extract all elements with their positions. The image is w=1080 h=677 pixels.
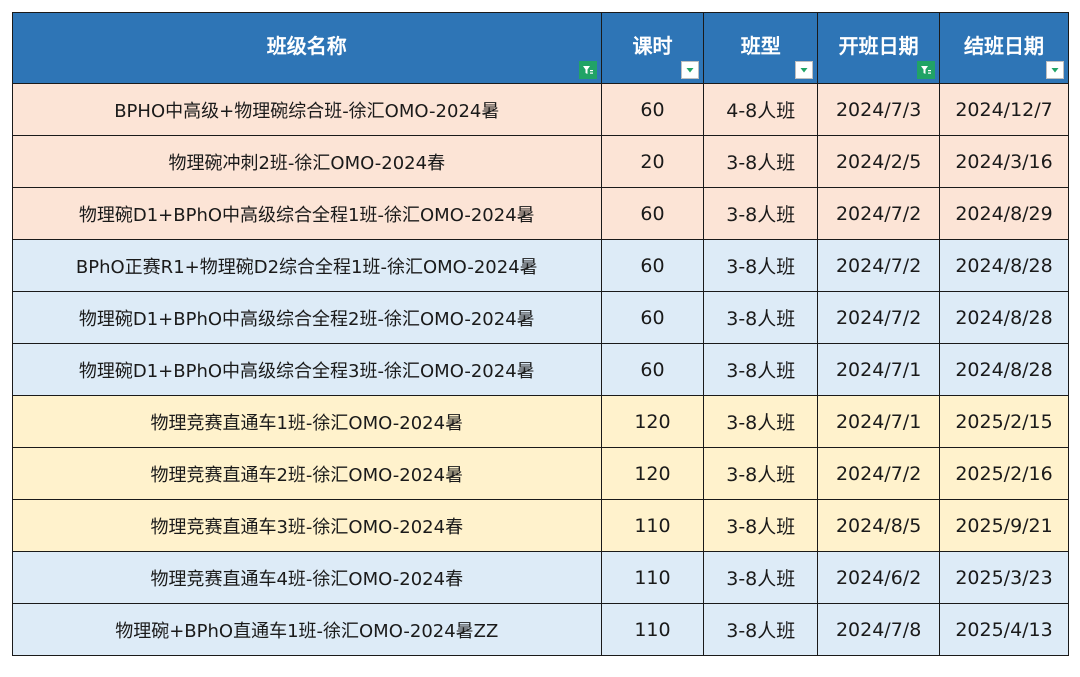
end-date-cell[interactable]: 2024/8/29 — [939, 187, 1069, 240]
class-type-cell[interactable]: 3-8人班 — [703, 603, 819, 656]
table-row: BPHO中高级+物理碗综合班-徐汇OMO-2024暑 60 4-8人班 2024/7/… — [12, 83, 1069, 136]
class-type-cell[interactable]: 3-8人班 — [703, 447, 819, 500]
class-type-cell[interactable]: 4-8人班 — [703, 83, 819, 136]
start-date-cell[interactable]: 2024/2/5 — [817, 135, 941, 188]
class-type-cell[interactable]: 3-8人班 — [703, 291, 819, 344]
table-row: 物理竞赛直通车1班-徐汇OMO-2024暑 120 3-8人班 2024/7/1 202… — [12, 395, 1069, 448]
end-date-cell[interactable]: 2024/8/28 — [939, 343, 1069, 396]
class-schedule-table: 班级名称 课时 班型 开班日期 结班日期 BPHO中高级+物理碗综合班-徐汇OM… — [12, 12, 1069, 656]
end-date-cell[interactable]: 2025/2/15 — [939, 395, 1069, 448]
table-row: 物理碗冲刺2班-徐汇OMO-2024春 20 3-8人班 2024/2/5 2024/3… — [12, 135, 1069, 188]
table-row: 物理竞赛直通车2班-徐汇OMO-2024暑 120 3-8人班 2024/7/2 202… — [12, 447, 1069, 500]
start-date-cell[interactable]: 2024/7/3 — [817, 83, 941, 136]
hours-cell[interactable]: 60 — [600, 187, 705, 240]
hours-cell[interactable]: 20 — [600, 135, 705, 188]
table-row: 物理碗D1+BPhO中高级综合全程2班-徐汇OMO-2024暑 60 3-8人班 20… — [12, 291, 1069, 344]
end-date-cell[interactable]: 2024/8/28 — [939, 291, 1069, 344]
table-row: 物理碗D1+BPhO中高级综合全程3班-徐汇OMO-2024暑 60 3-8人班 20… — [12, 343, 1069, 396]
column-header-label: 班级名称 — [266, 33, 347, 58]
hours-cell[interactable]: 110 — [600, 551, 705, 604]
header-row: 班级名称 课时 班型 开班日期 结班日期 — [12, 12, 1069, 84]
start-date-cell[interactable]: 2024/7/2 — [817, 291, 941, 344]
table-row: 物理竞赛直通车3班-徐汇OMO-2024春 110 3-8人班 2024/8/5 202… — [12, 499, 1069, 552]
class-name-cell[interactable]: 物理竞赛直通车2班-徐汇OMO-2024暑 — [12, 447, 602, 500]
end-date-cell[interactable]: 2024/3/16 — [939, 135, 1069, 188]
column-header-label: 课时 — [632, 33, 673, 58]
start-date-cell[interactable]: 2024/7/2 — [817, 239, 941, 292]
hours-cell[interactable]: 60 — [600, 239, 705, 292]
class-type-cell[interactable]: 3-8人班 — [703, 499, 819, 552]
filter-dropdown-icon[interactable] — [681, 61, 700, 79]
class-type-cell[interactable]: 3-8人班 — [703, 343, 819, 396]
class-type-cell[interactable]: 3-8人班 — [703, 187, 819, 240]
hours-cell[interactable]: 110 — [600, 499, 705, 552]
class-name-cell[interactable]: BPHO中高级+物理碗综合班-徐汇OMO-2024暑 — [12, 83, 602, 136]
end-date-cell[interactable]: 2025/2/16 — [939, 447, 1069, 500]
end-date-cell[interactable]: 2025/4/13 — [939, 603, 1069, 656]
start-date-cell[interactable]: 2024/7/2 — [817, 447, 941, 500]
column-header-hours[interactable]: 课时 — [600, 12, 705, 84]
start-date-cell[interactable]: 2024/6/2 — [817, 551, 941, 604]
end-date-cell[interactable]: 2024/12/7 — [939, 83, 1069, 136]
hours-cell[interactable]: 60 — [600, 343, 705, 396]
table-row: 物理碗D1+BPhO中高级综合全程1班-徐汇OMO-2024暑 60 3-8人班 20… — [12, 187, 1069, 240]
hours-cell[interactable]: 120 — [600, 395, 705, 448]
hours-cell[interactable]: 60 — [600, 83, 705, 136]
class-name-cell[interactable]: 物理碗D1+BPhO中高级综合全程3班-徐汇OMO-2024暑 — [12, 343, 602, 396]
start-date-cell[interactable]: 2024/7/1 — [817, 395, 941, 448]
column-header-start-date[interactable]: 开班日期 — [817, 12, 941, 84]
class-type-cell[interactable]: 3-8人班 — [703, 551, 819, 604]
class-name-cell[interactable]: 物理碗+BPhO直通车1班-徐汇OMO-2024暑ZZ — [12, 603, 602, 656]
end-date-cell[interactable]: 2025/9/21 — [939, 499, 1069, 552]
table-row: BPhO正赛R1+物理碗D2综合全程1班-徐汇OMO-2024暑 60 3-8人班 2… — [12, 239, 1069, 292]
class-name-cell[interactable]: 物理碗D1+BPhO中高级综合全程2班-徐汇OMO-2024暑 — [12, 291, 602, 344]
hours-cell[interactable]: 110 — [600, 603, 705, 656]
class-type-cell[interactable]: 3-8人班 — [703, 395, 819, 448]
hours-cell[interactable]: 120 — [600, 447, 705, 500]
column-header-label: 开班日期 — [838, 33, 919, 58]
column-header-end-date[interactable]: 结班日期 — [939, 12, 1069, 84]
filter-dropdown-icon[interactable] — [795, 61, 814, 79]
start-date-cell[interactable]: 2024/7/8 — [817, 603, 941, 656]
start-date-cell[interactable]: 2024/8/5 — [817, 499, 941, 552]
class-name-cell[interactable]: 物理竞赛直通车3班-徐汇OMO-2024春 — [12, 499, 602, 552]
hours-cell[interactable]: 60 — [600, 291, 705, 344]
class-type-cell[interactable]: 3-8人班 — [703, 135, 819, 188]
end-date-cell[interactable]: 2025/3/23 — [939, 551, 1069, 604]
class-name-cell[interactable]: 物理碗冲刺2班-徐汇OMO-2024春 — [12, 135, 602, 188]
start-date-cell[interactable]: 2024/7/2 — [817, 187, 941, 240]
column-header-class-type[interactable]: 班型 — [703, 12, 819, 84]
start-date-cell[interactable]: 2024/7/1 — [817, 343, 941, 396]
column-header-class-name[interactable]: 班级名称 — [12, 12, 602, 84]
class-type-cell[interactable]: 3-8人班 — [703, 239, 819, 292]
column-header-label: 班型 — [740, 33, 781, 58]
filter-active-icon[interactable] — [578, 61, 597, 79]
table-row: 物理竞赛直通车4班-徐汇OMO-2024春 110 3-8人班 2024/6/2 202… — [12, 551, 1069, 604]
class-name-cell[interactable]: BPhO正赛R1+物理碗D2综合全程1班-徐汇OMO-2024暑 — [12, 239, 602, 292]
class-name-cell[interactable]: 物理碗D1+BPhO中高级综合全程1班-徐汇OMO-2024暑 — [12, 187, 602, 240]
class-name-cell[interactable]: 物理竞赛直通车4班-徐汇OMO-2024春 — [12, 551, 602, 604]
table-body: BPHO中高级+物理碗综合班-徐汇OMO-2024暑 60 4-8人班 2024/7/… — [12, 83, 1069, 656]
filter-active-icon[interactable] — [917, 61, 936, 79]
end-date-cell[interactable]: 2024/8/28 — [939, 239, 1069, 292]
filter-dropdown-icon[interactable] — [1046, 61, 1064, 79]
column-header-label: 结班日期 — [964, 33, 1045, 58]
class-name-cell[interactable]: 物理竞赛直通车1班-徐汇OMO-2024暑 — [12, 395, 602, 448]
table-row: 物理碗+BPhO直通车1班-徐汇OMO-2024暑ZZ 110 3-8人班 2024/… — [12, 603, 1069, 656]
